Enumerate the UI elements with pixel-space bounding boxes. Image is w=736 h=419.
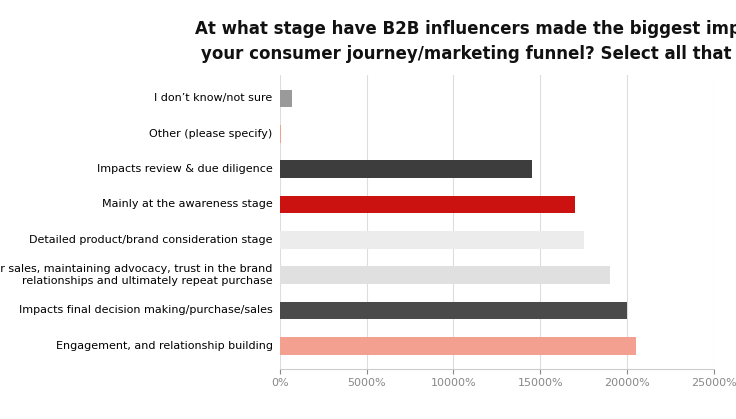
Bar: [280, 266, 609, 284]
Bar: [280, 231, 584, 248]
Bar: [280, 160, 531, 178]
Bar: [280, 125, 281, 142]
Bar: [280, 196, 575, 213]
Bar: [280, 302, 627, 319]
Title: At what stage have B2B influencers made the biggest impact on
your consumer jour: At what stage have B2B influencers made …: [195, 20, 736, 63]
Bar: [280, 90, 292, 107]
Bar: [280, 337, 636, 354]
